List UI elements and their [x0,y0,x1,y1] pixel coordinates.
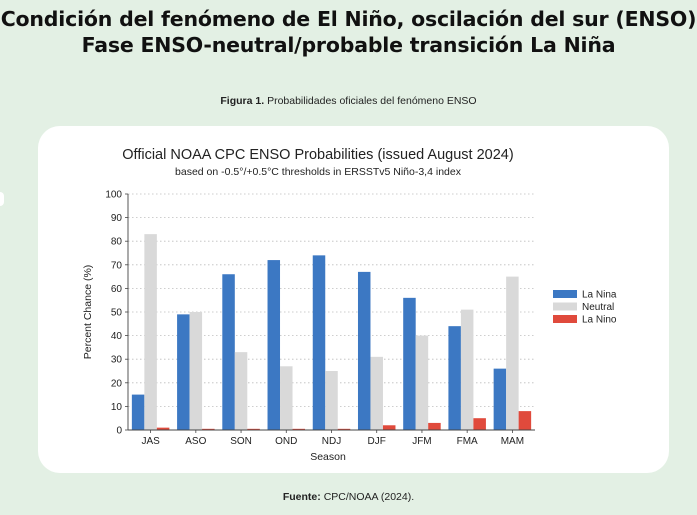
legend-swatch [553,315,577,323]
bar-neutral-fma [460,309,474,430]
title-line-1: Condición del fenómeno de El Niño, oscil… [0,7,697,31]
bar-la-nino-son [247,428,260,430]
y-tick-label: 20 [111,378,123,389]
figure-caption: Figura 1. Probabilidades oficiales del f… [0,95,697,107]
chart-subtitle: based on -0.5°/+0.5°C thresholds in ERSS… [175,166,462,178]
decorative-edge-shape [0,192,4,206]
x-tick-label: ASO [185,436,206,447]
bar-la-nino-aso [202,428,215,430]
chart-card: Official NOAA CPC ENSO Probabilities (is… [38,126,669,473]
bar-la-nino-fma [473,418,486,430]
page-title: Condición del fenómeno de El Niño, oscil… [0,6,697,58]
bar-la-nina-mam [493,368,507,430]
bar-la-nina-ond [267,260,281,430]
y-tick-label: 60 [111,284,123,295]
bar-la-nino-ndj [337,428,351,430]
y-tick-label: 30 [111,355,123,366]
bar-la-nina-ndj [312,255,326,430]
bar-neutral-ond [280,366,293,430]
bar-la-nina-aso [177,314,190,430]
legend-label: La Nino [582,315,617,326]
source-line: Fuente: CPC/NOAA (2024). [0,491,697,503]
x-tick-label: FMA [457,436,478,447]
legend-swatch [553,302,577,311]
bar-neutral-jas [144,234,157,430]
bar-neutral-jfm [415,335,429,430]
source-text: CPC/NOAA (2024). [323,491,415,503]
figure-label: Figura 1. [220,95,265,107]
x-tick-label: OND [275,436,297,447]
bar-la-nina-jas [131,394,145,430]
bar-neutral-ndj [325,371,338,430]
legend-label: La Nina [582,290,617,301]
labels-layer: 0 10 20 30 40 50 60 70 80 90 100 JAS ASO SON OND NDJ DJF… [105,190,524,448]
y-tick-label: 40 [111,331,123,342]
x-tick-label: JFM [412,436,431,447]
bar-la-nina-fma [448,326,461,430]
bar-la-nina-jfm [403,297,416,430]
x-axis-label: Season [310,451,346,463]
bar-la-nino-mam [518,411,532,430]
x-tick-label: NDJ [322,436,341,447]
bar-la-nino-jas [156,427,170,430]
x-tick-label: SON [230,436,252,447]
y-tick-label: 50 [111,308,123,319]
title-line-2: Fase ENSO-neutral/probable transición La… [81,33,616,57]
bar-la-nino-jfm [428,422,441,430]
figure-caption-text: Probabilidades oficiales del fenómeno EN… [267,95,477,107]
bar-la-nino-djf [382,425,396,430]
bar-la-nino-ond [292,428,306,430]
y-tick-label: 10 [111,402,123,413]
source-label: Fuente: [282,491,321,503]
bar-neutral-aso [189,312,203,430]
y-tick-label: 70 [111,260,123,271]
axes-layer [125,193,535,433]
bar-neutral-djf [370,356,383,430]
x-tick-label: MAM [501,436,524,447]
x-tick-label: JAS [141,436,160,447]
chart-title: Official NOAA CPC ENSO Probabilities (is… [122,147,513,163]
x-tick-label: DJF [368,436,386,447]
legend-label: Neutral [582,302,614,313]
bar-la-nina-son [222,274,235,430]
y-axis-label: Percent Chance (%) [82,265,94,360]
y-tick-label: 100 [105,190,122,201]
enso-probability-chart: Official NOAA CPC ENSO Probabilities (is… [82,147,617,463]
y-tick-label: 90 [111,213,123,224]
bar-la-nina-djf [357,271,371,430]
y-tick-label: 0 [116,426,122,437]
bars-layer [131,234,532,430]
bar-neutral-son [234,352,248,430]
legend-swatch [553,290,577,298]
bar-neutral-mam [506,276,519,430]
y-tick-label: 80 [111,237,123,248]
